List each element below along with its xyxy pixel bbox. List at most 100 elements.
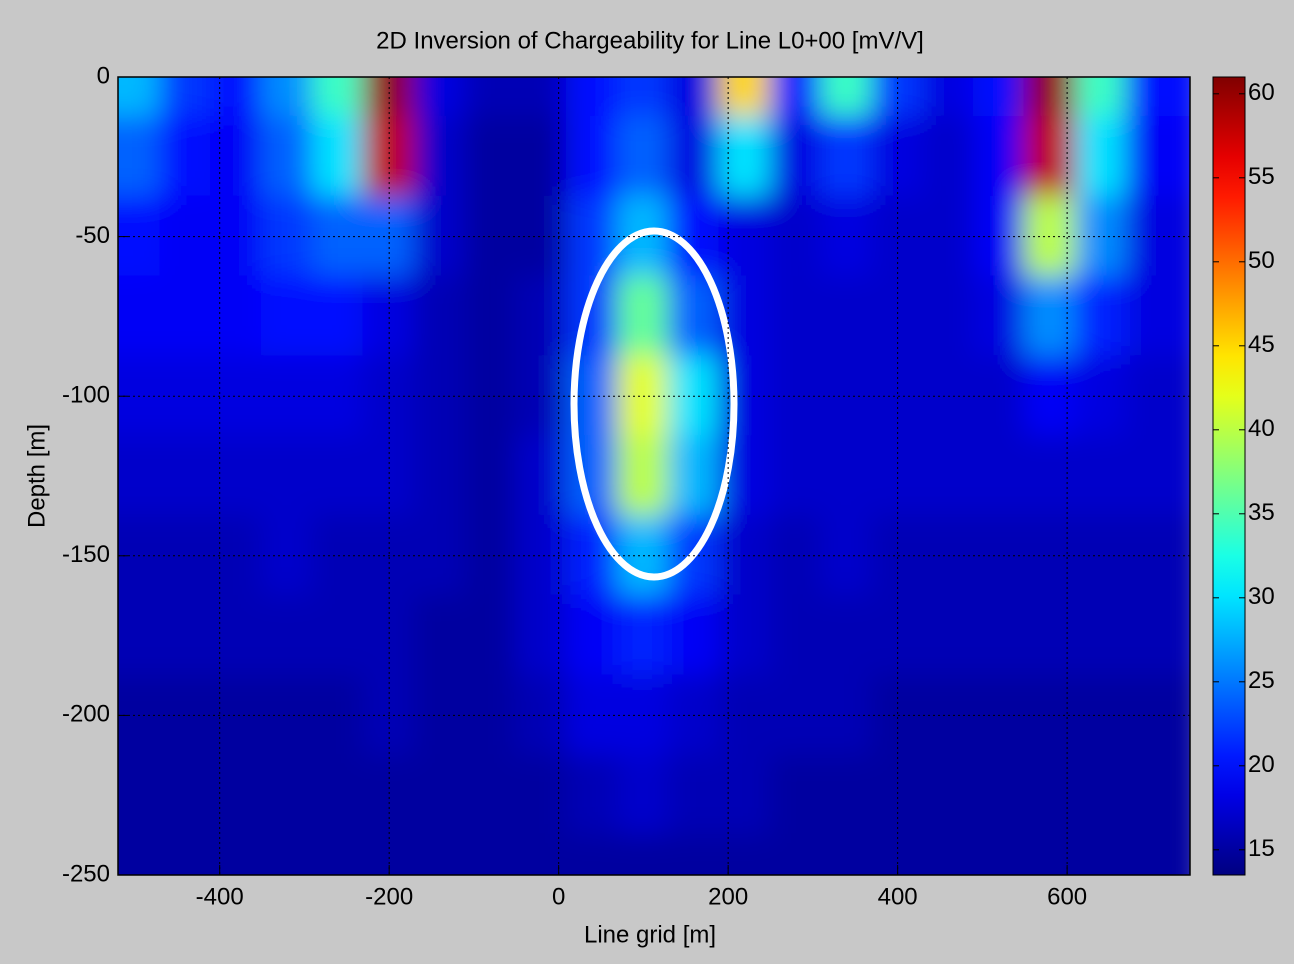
field-cell — [159, 275, 213, 358]
field-cell — [261, 275, 314, 358]
field-cell — [616, 115, 670, 198]
field-cell — [311, 754, 365, 837]
field-cell — [413, 115, 467, 198]
field-cell — [210, 77, 264, 118]
field-cell — [871, 115, 925, 198]
field-cell — [1074, 754, 1128, 837]
field-cell — [922, 754, 975, 837]
field-cell — [616, 275, 670, 358]
field-cell — [362, 594, 416, 677]
field-cell — [667, 834, 721, 875]
field-cell — [210, 435, 264, 517]
field-cell — [413, 754, 467, 837]
field-cell — [1023, 754, 1077, 837]
field-cell — [718, 594, 772, 677]
y-axis-label: Depth [m] — [23, 424, 50, 528]
x-tick-label: 200 — [708, 883, 748, 910]
x-tick-label: -400 — [196, 883, 244, 910]
field-cell — [210, 275, 264, 358]
field-cell — [566, 834, 619, 875]
field-cell — [159, 754, 213, 837]
field-cell — [159, 834, 213, 875]
field-cell — [413, 275, 467, 358]
field-cell — [464, 834, 518, 875]
field-cell — [159, 77, 213, 118]
field-cell — [261, 834, 314, 875]
field-cell — [972, 435, 1026, 517]
field-cell — [820, 77, 874, 118]
field-cell — [464, 275, 518, 358]
field-cell — [922, 435, 975, 517]
field-cell — [1125, 834, 1190, 875]
field-cell — [718, 115, 772, 198]
field-cell — [922, 77, 975, 118]
y-tick-label: -250 — [62, 860, 110, 887]
field-cell — [1074, 594, 1128, 677]
field-cell — [1074, 77, 1128, 118]
field-cell — [769, 115, 823, 198]
field-cell — [515, 594, 569, 677]
field-cell — [718, 514, 772, 597]
field-cell — [1125, 594, 1190, 677]
field-cell — [1125, 435, 1190, 517]
field-cell — [413, 514, 467, 597]
field-cell — [311, 275, 365, 358]
field-cell — [566, 594, 619, 677]
field-cell — [362, 77, 416, 118]
colorbar-tick-label: 30 — [1248, 583, 1275, 610]
field-cell — [261, 594, 314, 677]
field-cell — [820, 594, 874, 677]
field-cell — [118, 275, 162, 358]
field-cell — [1074, 834, 1128, 875]
field-cell — [922, 275, 975, 358]
field-cell — [118, 834, 162, 875]
field-cell — [210, 115, 264, 198]
field-cell — [118, 77, 162, 118]
field-cell — [1023, 77, 1077, 118]
field-cell — [118, 435, 162, 517]
field-cell — [616, 77, 670, 118]
field-cell — [820, 115, 874, 198]
field-cell — [922, 115, 975, 198]
field-cell — [616, 435, 670, 517]
field-cell — [413, 834, 467, 875]
field-cell — [413, 435, 467, 517]
field-cell — [972, 275, 1026, 358]
field-cell — [464, 77, 518, 118]
field-cell — [820, 754, 874, 837]
field-cell — [1023, 115, 1077, 198]
field-cell — [464, 754, 518, 837]
field-cell — [820, 435, 874, 517]
field-cell — [1125, 754, 1190, 837]
field-cell — [1023, 355, 1077, 438]
field-cell — [1023, 435, 1077, 517]
field-cell — [972, 834, 1026, 875]
cells — [118, 77, 1190, 875]
field-cell — [1125, 77, 1190, 118]
field-cell — [261, 77, 314, 118]
field-cell — [718, 77, 772, 118]
x-tick-label: 400 — [878, 883, 918, 910]
field-cell — [718, 195, 772, 278]
field-cell — [118, 754, 162, 837]
field-cell — [1023, 514, 1077, 597]
field-cell — [718, 754, 772, 837]
field-cell — [769, 275, 823, 358]
field-cell — [972, 594, 1026, 677]
field-cell — [210, 834, 264, 875]
field-cell — [566, 77, 619, 118]
field-cell — [769, 594, 823, 677]
field-cell — [667, 115, 721, 198]
field-cell — [1023, 834, 1077, 875]
y-tick-label: -150 — [62, 541, 110, 568]
field-cell — [718, 674, 772, 757]
colorbar-tick-label: 35 — [1248, 499, 1275, 526]
field — [118, 77, 1190, 875]
field-cell — [413, 674, 467, 757]
highlight-ellipse — [570, 227, 738, 581]
field-cell — [210, 594, 264, 677]
y-tick-label: -50 — [75, 222, 110, 249]
field-cell — [871, 594, 925, 677]
x-tick-label: 600 — [1047, 883, 1087, 910]
field-cell — [311, 834, 365, 875]
